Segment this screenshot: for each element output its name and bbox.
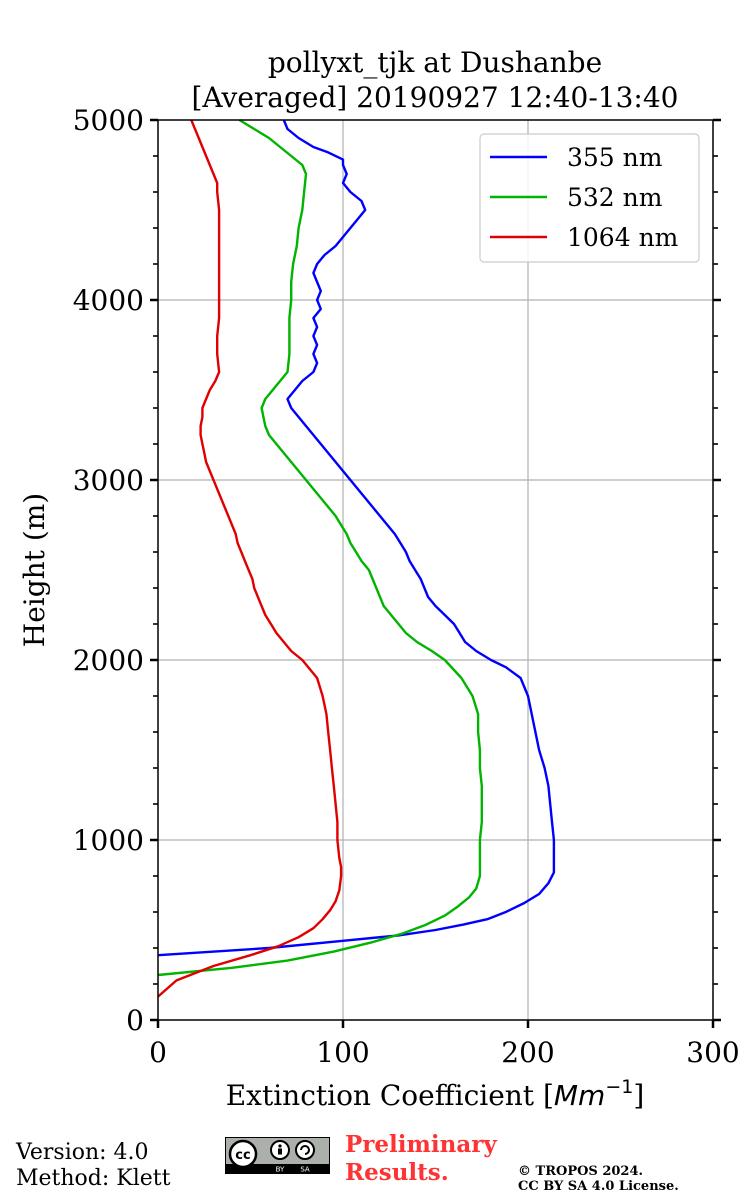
- y-tick-label: 2000: [73, 644, 144, 677]
- y-tick-label: 3000: [73, 464, 144, 497]
- y-tick-label: 0: [126, 1004, 144, 1037]
- y-tick-label: 4000: [73, 284, 144, 317]
- chart-title-line1: pollyxt_tjk at Dushanbe: [268, 46, 602, 79]
- preliminary-line1: Preliminary: [345, 1131, 497, 1158]
- y-tick-label: 5000: [73, 104, 144, 137]
- series-line-532-nm: [157, 118, 483, 977]
- extinction-profile-chart: pollyxt_tjk at Dushanbe [Averaged] 20190…: [18, 46, 740, 1112]
- legend-box: [479, 133, 700, 263]
- method-text: Method: Klett: [16, 1166, 171, 1191]
- legend-entries: 355 nm 532 nm 1064 nm: [490, 143, 679, 252]
- legend: 355 nm 532 nm 1064 nm: [479, 133, 700, 263]
- attribution-icon-body: [278, 1148, 282, 1155]
- x-tick-label: 300: [686, 1036, 739, 1069]
- axis-ticks: [150, 118, 721, 1028]
- series-line-1064-nm: [157, 119, 343, 998]
- badge-sa-label: SA: [300, 1166, 310, 1174]
- y-axis-label: Height (m): [18, 493, 51, 647]
- x-axis-label-unit: Mm: [554, 1079, 605, 1112]
- attribution-icon-head: [278, 1144, 282, 1148]
- cc-icon: [228, 1139, 258, 1169]
- chart-title-line2: [Averaged] 20190927 12:40-13:40: [192, 81, 679, 114]
- badge-by-label: BY: [276, 1166, 285, 1174]
- copyright-line2: CC BY SA 4.0 License.: [518, 1179, 679, 1194]
- badge-bottom-strip: [226, 1164, 329, 1173]
- grid-lines: [158, 120, 713, 1020]
- plot-frame: [157, 119, 714, 1021]
- version-text: Version: 4.0: [16, 1140, 149, 1165]
- legend-label: 532 nm: [567, 183, 663, 212]
- share-alike-icon-arc: [300, 1145, 310, 1155]
- legend-label: 355 nm: [567, 143, 663, 172]
- y-tick-label: 1000: [73, 824, 144, 857]
- series-line-355-nm: [157, 119, 556, 957]
- x-tick-label: 200: [501, 1036, 554, 1069]
- x-axis-label-text: Extinction Coefficient [: [226, 1079, 554, 1112]
- share-alike-icon: [295, 1140, 315, 1160]
- copyright-note: © TROPOS 2024. CC BY SA 4.0 License.: [518, 1164, 679, 1194]
- preliminary-line2: Results.: [345, 1159, 449, 1186]
- x-axis-label-exponent: −1: [605, 1076, 633, 1098]
- x-tick-label: 100: [316, 1036, 369, 1069]
- cc-icon-text: cc: [235, 1148, 250, 1163]
- preliminary-results-note: Preliminary Results.: [345, 1131, 497, 1187]
- x-axis-label-close: ]: [633, 1079, 644, 1112]
- legend-label: 1064 nm: [567, 223, 679, 252]
- x-tick-label: 0: [149, 1036, 167, 1069]
- cc-license-badge: cc BY SA: [225, 1137, 330, 1174]
- x-axis-label: Extinction Coefficient [Mm−1]: [226, 1076, 645, 1112]
- copyright-line1: © TROPOS 2024.: [518, 1164, 644, 1179]
- series-layer: [157, 118, 556, 998]
